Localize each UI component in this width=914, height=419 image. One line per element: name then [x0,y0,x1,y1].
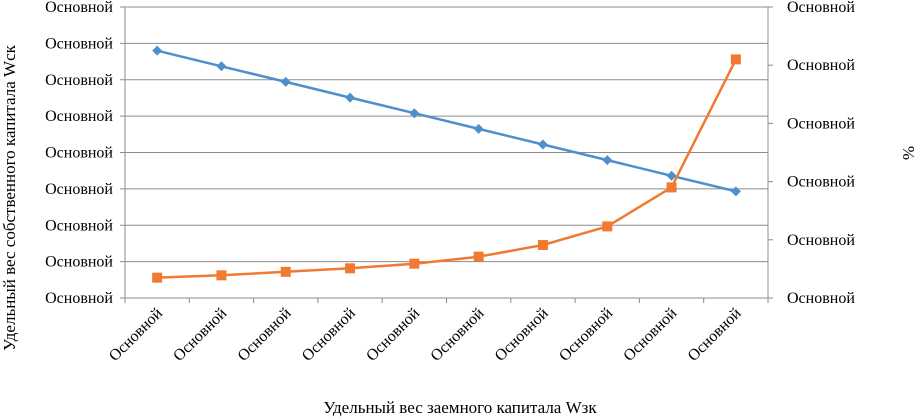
left-tick-label-8: Основной [45,0,113,16]
series-1-point-1 [216,270,227,281]
series-0-line [156,49,737,193]
series-0-point-1 [216,61,227,72]
series-1-point-3 [345,263,356,274]
series-1-point-5 [473,251,484,262]
left-tick-label-1: Основной [45,254,113,271]
series-0-point-6 [537,139,548,150]
series-1-point-2 [280,266,291,277]
x-axis-ticks: Основной Основной Основной Основной Основной… [106,305,745,365]
series-0-point-8 [666,170,677,181]
gridlines [125,6,768,263]
x-tick-label-8: Основной [620,305,680,365]
series-1-point-6 [537,240,548,251]
series-0-point-7 [602,155,613,166]
x-tick-label-6: Основной [492,305,552,365]
series-1-point-4 [409,258,420,269]
right-tick-label-5: Основной [787,0,855,16]
left-axis-title: Удельный вес собственного капитала Wск [0,44,19,351]
right-tick-label-3: Основной [787,115,855,132]
series [152,45,741,283]
left-tick-label-3: Основной [45,181,113,198]
x-axis-title: Удельный вес заемного капитала Wзк [323,398,597,417]
x-tick-label-9: Основной [685,305,745,365]
x-tick-label-1: Основной [170,305,230,365]
series-1-point-8 [666,182,677,193]
x-tick-label-2: Основной [235,305,295,365]
left-tick-label-0: Основной [45,290,113,307]
series-1-line [157,58,738,279]
right-axis-ticks: Основной Основной Основной Основной Основной… [787,0,855,307]
x-tick-label-5: Основной [427,305,487,365]
x-tick-label-4: Основной [363,305,423,365]
right-axis-title: % [899,146,914,160]
left-tick-label-4: Основной [45,145,113,162]
series-0-point-3 [345,92,356,103]
right-tick-label-2: Основной [787,174,855,191]
x-tick-label-7: Основной [556,305,616,365]
right-tick-label-0: Основной [787,290,855,307]
series-0-point-2 [280,76,291,87]
series-1-point-7 [602,221,613,232]
left-axis-ticks: Основной Основной Основной Основной Основной… [45,0,113,307]
series-1-point-0 [152,272,163,283]
left-tick-label-5: Основной [45,108,113,125]
series-0-point-4 [409,108,420,119]
series-0-point-9 [730,186,741,197]
left-tick-label-6: Основной [45,72,113,89]
series-1-point-9 [730,54,741,65]
series-0-point-5 [473,123,484,134]
right-tick-label-1: Основной [787,232,855,249]
x-tick-label-3: Основной [299,305,359,365]
left-tick-label-2: Основной [45,217,113,234]
axes [120,6,773,303]
right-tick-label-4: Основной [787,57,855,74]
left-tick-label-7: Основной [45,35,113,52]
x-tick-label-0: Основной [106,305,166,365]
series-0-point-0 [152,45,163,56]
